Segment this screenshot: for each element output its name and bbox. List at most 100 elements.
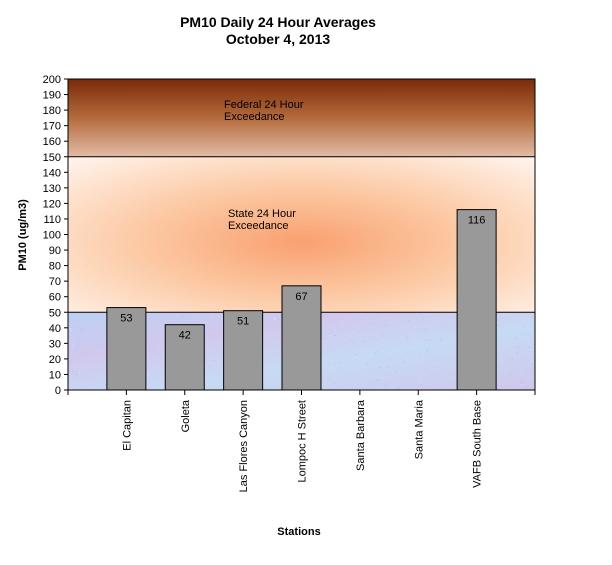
y-tick-label: 130 bbox=[43, 183, 61, 195]
zone-texture-speck bbox=[514, 337, 517, 339]
zone-texture-speck bbox=[91, 385, 94, 387]
zone-texture-speck bbox=[432, 366, 435, 368]
zone-texture-speck bbox=[527, 332, 530, 334]
zone-texture-speck bbox=[181, 316, 184, 318]
federal-zone-label-line1: Federal 24 Hour bbox=[224, 99, 304, 111]
zone-texture-speck bbox=[68, 350, 71, 352]
chart-title-line2: October 4, 2013 bbox=[226, 31, 330, 47]
zone-texture-speck bbox=[349, 343, 352, 345]
zone-texture-speck bbox=[402, 361, 405, 363]
zone-texture-speck bbox=[362, 341, 365, 343]
x-category-label: Santa Maria bbox=[413, 399, 425, 459]
zone-texture-speck bbox=[503, 314, 506, 316]
federal-exceedance-zone bbox=[68, 79, 535, 157]
zone-texture-speck bbox=[381, 387, 384, 388]
y-tick-label: 100 bbox=[43, 230, 61, 242]
zone-texture-speck bbox=[511, 358, 514, 360]
zone-texture-speck bbox=[520, 384, 523, 386]
y-tick-label: 150 bbox=[43, 152, 61, 164]
zone-texture-speck bbox=[359, 319, 362, 320]
zone-texture-speck bbox=[323, 337, 326, 339]
x-axis: El Capitan Goleta Las Flores Canyon Lompoc … bbox=[67, 389, 536, 492]
zone-texture-speck bbox=[79, 337, 82, 339]
zone-texture-speck bbox=[497, 325, 500, 327]
zone-texture-speck bbox=[502, 361, 505, 363]
bar-value-label: 53 bbox=[120, 313, 132, 325]
zone-texture-speck bbox=[69, 388, 72, 390]
x-category-label: VAFB South Base bbox=[472, 400, 484, 488]
zone-texture-speck bbox=[278, 346, 281, 348]
zone-texture-speck bbox=[156, 344, 159, 346]
zone-texture-speck bbox=[71, 344, 74, 346]
zone-texture-speck bbox=[417, 362, 419, 363]
zone-texture-speck bbox=[372, 322, 375, 324]
bar-value-label: 51 bbox=[237, 316, 249, 328]
zone-texture-speck bbox=[412, 333, 415, 334]
zone-texture-speck bbox=[334, 334, 336, 336]
y-tick-label: 20 bbox=[49, 354, 61, 366]
zone-texture-speck bbox=[511, 335, 514, 337]
zone-texture-speck bbox=[530, 361, 533, 363]
zone-texture-speck bbox=[332, 326, 335, 328]
zone-texture-speck bbox=[529, 349, 532, 351]
zone-texture-speck bbox=[146, 333, 149, 335]
zone-texture-speck bbox=[104, 380, 107, 382]
zone-texture-speck bbox=[511, 312, 514, 314]
zone-texture-speck bbox=[396, 355, 399, 357]
zone-texture-speck bbox=[382, 316, 385, 318]
zone-texture-speck bbox=[338, 338, 341, 340]
zone-texture-speck bbox=[398, 372, 401, 374]
zone-texture-speck bbox=[204, 367, 207, 368]
zone-texture-speck bbox=[275, 380, 278, 382]
zone-texture-speck bbox=[424, 374, 427, 376]
zone-texture-speck bbox=[365, 363, 368, 365]
zone-texture-speck bbox=[381, 340, 384, 341]
y-tick-label: 40 bbox=[49, 323, 61, 335]
zone-texture-speck bbox=[522, 318, 525, 320]
y-tick-label: 200 bbox=[43, 74, 61, 86]
zone-texture-speck bbox=[381, 334, 384, 336]
zone-texture-speck bbox=[150, 317, 153, 319]
bar bbox=[281, 285, 322, 391]
bar-value-label: 116 bbox=[468, 215, 486, 227]
x-category-label: Las Flores Canyon bbox=[238, 400, 250, 492]
zone-texture-speck bbox=[148, 350, 151, 352]
zone-texture-speck bbox=[428, 339, 431, 341]
zone-texture-speck bbox=[436, 367, 439, 369]
zone-texture-speck bbox=[81, 354, 84, 355]
y-tick-label: 170 bbox=[43, 121, 61, 133]
zone-texture-speck bbox=[146, 312, 149, 314]
y-tick-label: 50 bbox=[49, 307, 61, 319]
zone-texture-speck bbox=[375, 318, 377, 320]
y-tick-label: 180 bbox=[43, 105, 61, 117]
zone-texture-speck bbox=[376, 379, 379, 381]
zone-texture-speck bbox=[528, 346, 531, 348]
zone-texture-speck bbox=[75, 373, 78, 375]
zone-texture-speck bbox=[341, 322, 344, 324]
zone-texture-speck bbox=[338, 362, 341, 364]
zone-texture-speck bbox=[273, 318, 276, 320]
y-tick-label: 30 bbox=[49, 338, 61, 350]
zone-texture-speck bbox=[200, 312, 203, 314]
zone-texture-speck bbox=[519, 374, 522, 376]
zone-texture-speck bbox=[278, 319, 281, 321]
zone-texture-speck bbox=[397, 388, 400, 390]
bar bbox=[164, 324, 205, 391]
zone-texture-speck bbox=[516, 352, 519, 354]
x-category-label: Santa Barbara bbox=[355, 399, 367, 471]
zone-texture-speck bbox=[516, 346, 519, 348]
zone-texture-speck bbox=[358, 332, 361, 333]
zone-texture-speck bbox=[418, 377, 421, 379]
zone-texture-speck bbox=[530, 363, 533, 365]
y-axis: 0 10 20 30 40 50 60 70 80 90 100 110 120 130 140 150 160… bbox=[43, 74, 69, 397]
x-category-label: Goleta bbox=[180, 399, 192, 432]
zone-texture-speck bbox=[329, 350, 332, 352]
zone-texture-speck bbox=[418, 373, 421, 375]
chart-title-line1: PM10 Daily 24 Hour Averages bbox=[180, 14, 376, 30]
federal-zone-label-line2: Exceedance bbox=[224, 111, 285, 123]
y-tick-label: 0 bbox=[55, 385, 61, 397]
zone-texture-speck bbox=[212, 360, 215, 362]
zone-texture-speck bbox=[424, 339, 427, 341]
state-zone-label-line1: State 24 Hour bbox=[228, 208, 296, 220]
